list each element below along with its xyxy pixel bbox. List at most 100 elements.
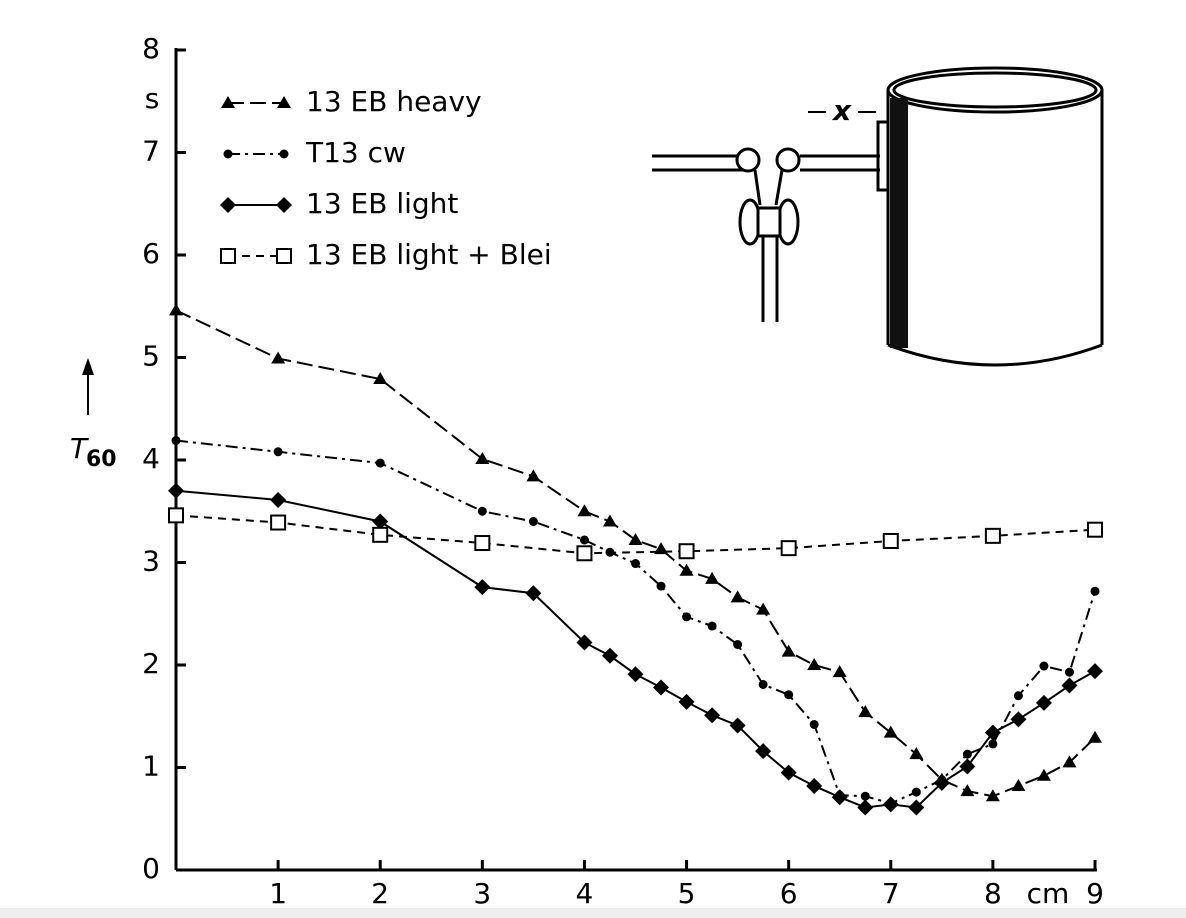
y-tick-label: 6 [142, 237, 160, 270]
point [627, 666, 644, 683]
point [883, 725, 898, 738]
y-tick-label: 1 [142, 750, 160, 783]
point [526, 469, 541, 482]
point [1087, 663, 1103, 680]
point [579, 535, 589, 545]
point [809, 719, 819, 729]
point [780, 540, 797, 557]
point [831, 789, 848, 806]
point [911, 787, 921, 797]
y-tick-label: 5 [142, 340, 160, 373]
y-tick-label: 4 [142, 442, 160, 475]
diagram [652, 66, 1104, 367]
x-tick-label: 8 [984, 877, 1002, 910]
point [276, 248, 292, 264]
series-line [175, 439, 1096, 805]
point [960, 784, 975, 797]
x-tick-label: 1 [269, 877, 287, 910]
y-label-sub: 60 [86, 447, 117, 472]
point [277, 96, 291, 108]
point [707, 621, 717, 631]
point [220, 248, 236, 264]
point [168, 507, 184, 524]
point [223, 149, 233, 159]
point [653, 679, 670, 696]
point [1035, 694, 1052, 711]
point [984, 724, 1001, 741]
point [273, 447, 283, 457]
point [1088, 730, 1102, 743]
point [733, 640, 743, 649]
point [860, 791, 870, 801]
legend-label: 13 EB heavy [306, 85, 482, 118]
point [171, 436, 181, 446]
point [525, 585, 542, 602]
point [576, 634, 593, 651]
point [271, 351, 286, 364]
bottom-bar [0, 908, 1186, 918]
point [730, 590, 745, 603]
point [988, 739, 998, 749]
point [882, 532, 899, 549]
point [908, 799, 925, 816]
point [631, 559, 640, 569]
point [577, 504, 592, 517]
point [372, 526, 389, 543]
point [1036, 768, 1051, 781]
x-tick-label: 7 [882, 877, 900, 910]
point [373, 372, 388, 385]
point [678, 543, 695, 560]
point [781, 644, 796, 657]
point [1062, 755, 1077, 768]
point [858, 705, 873, 718]
series-line [175, 309, 1096, 798]
point [375, 458, 385, 468]
x-unit: cm [1027, 877, 1070, 910]
y-tick-label: 2 [142, 647, 160, 680]
point [705, 571, 720, 584]
point [477, 506, 487, 516]
point [602, 514, 617, 527]
point [628, 532, 643, 545]
point [169, 303, 183, 316]
legend-label: 13 EB light [306, 187, 458, 220]
y-label: T [70, 432, 89, 465]
x-tick-label: 2 [371, 877, 389, 910]
point [909, 747, 924, 760]
point [1013, 691, 1023, 701]
point [857, 799, 874, 816]
x-tick-label: 6 [780, 877, 798, 910]
point [678, 693, 695, 710]
point [780, 764, 797, 781]
point [784, 690, 794, 700]
y-arrow-head [82, 358, 94, 375]
point [679, 563, 694, 576]
point [729, 717, 746, 734]
point [704, 707, 721, 724]
y-tick-label: 3 [142, 545, 160, 578]
point [168, 482, 184, 499]
series-line [175, 489, 1096, 809]
point [758, 679, 768, 689]
point [372, 513, 389, 530]
x-tick-label: 9 [1086, 877, 1104, 910]
point [656, 581, 666, 591]
x-tick-label: 5 [678, 877, 696, 910]
point [984, 527, 1001, 544]
y-tick-label: 7 [142, 135, 160, 168]
point [882, 796, 899, 813]
point [1090, 586, 1100, 596]
point [959, 758, 976, 775]
y-tick-label: 0 [142, 852, 160, 885]
point [270, 514, 287, 531]
point [1087, 521, 1103, 538]
point [806, 777, 823, 794]
point [576, 545, 593, 562]
point [1011, 778, 1026, 791]
point [933, 774, 950, 791]
diagram-label: x [831, 94, 852, 127]
point [962, 749, 972, 759]
point [601, 647, 618, 664]
